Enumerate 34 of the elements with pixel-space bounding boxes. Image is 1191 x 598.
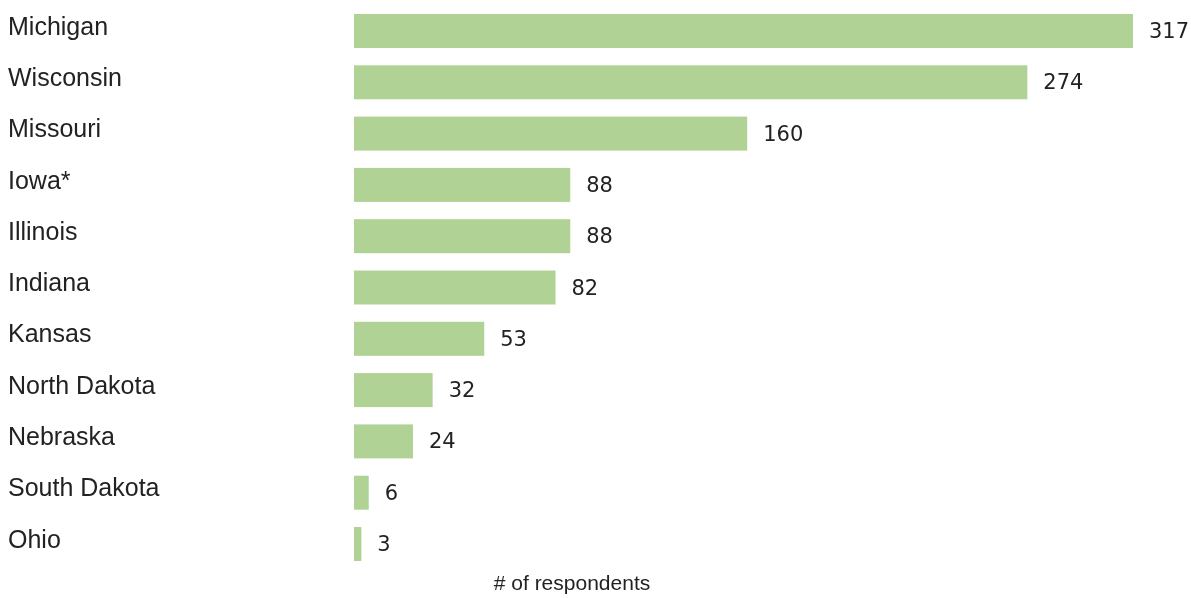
data-label: 6: [384, 480, 399, 505]
bar: [354, 116, 748, 151]
data-label: 3: [377, 532, 391, 556]
y-tick-label: Nebraska: [8, 422, 116, 451]
bar: [354, 65, 1028, 100]
y-tick-label: South Dakota: [8, 473, 160, 502]
data-label: 88: [586, 224, 613, 249]
bar: [354, 424, 413, 459]
bar: [354, 475, 369, 510]
data-label: 32: [448, 378, 476, 403]
data-label: 53: [500, 326, 527, 351]
bar: [354, 527, 362, 561]
data-label: 24: [428, 429, 456, 454]
y-tick-label: Ohio: [8, 524, 61, 553]
bar: [354, 167, 571, 202]
data-label: 82: [571, 275, 599, 300]
y-tick-label: Missouri: [8, 114, 102, 143]
data-label: 88: [586, 172, 613, 197]
y-tick-label: Kansas: [8, 319, 92, 348]
bar: [354, 321, 485, 356]
y-tick-label: North Dakota: [8, 370, 156, 399]
data-label: 274: [1043, 70, 1084, 95]
x-axis-title: # of respondents: [493, 571, 651, 594]
data-label: 160: [763, 121, 804, 146]
bar: [354, 14, 1133, 48]
y-tick-label: Iowa*: [8, 165, 71, 194]
y-tick-label: Michigan: [8, 11, 109, 40]
bar: [354, 219, 571, 254]
bar: [354, 270, 556, 305]
y-tick-label: Illinois: [8, 216, 78, 245]
data-label: 317: [1149, 19, 1190, 43]
y-tick-label: Wisconsin: [8, 62, 122, 91]
y-tick-label: Indiana: [8, 268, 91, 297]
bar: [354, 373, 433, 408]
